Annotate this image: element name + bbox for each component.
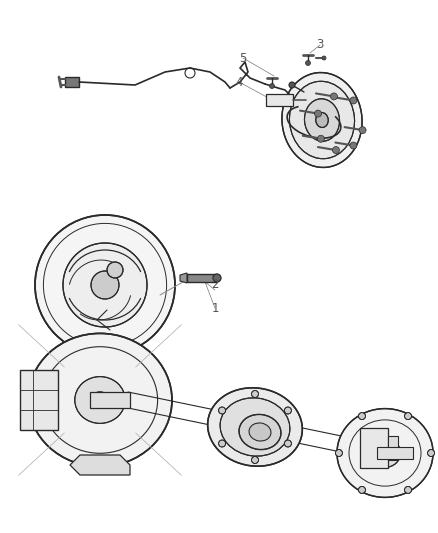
Circle shape xyxy=(251,391,258,398)
Circle shape xyxy=(284,440,291,447)
Text: 1: 1 xyxy=(211,302,219,314)
Circle shape xyxy=(330,93,337,100)
Circle shape xyxy=(314,110,321,117)
Polygon shape xyxy=(187,274,217,282)
Circle shape xyxy=(336,449,343,456)
Circle shape xyxy=(358,487,365,494)
Circle shape xyxy=(405,413,412,419)
Circle shape xyxy=(322,56,326,60)
Ellipse shape xyxy=(249,423,271,441)
Circle shape xyxy=(35,215,175,355)
Text: 3: 3 xyxy=(316,38,324,52)
Text: 2: 2 xyxy=(211,279,219,292)
Circle shape xyxy=(358,413,365,419)
Polygon shape xyxy=(388,436,398,460)
Ellipse shape xyxy=(208,388,302,466)
Polygon shape xyxy=(70,455,130,475)
Ellipse shape xyxy=(28,334,172,466)
Circle shape xyxy=(107,262,123,278)
Circle shape xyxy=(350,97,357,104)
Circle shape xyxy=(305,61,311,66)
Polygon shape xyxy=(266,94,293,106)
Ellipse shape xyxy=(337,409,433,497)
Circle shape xyxy=(269,84,275,88)
Polygon shape xyxy=(377,447,413,459)
Polygon shape xyxy=(180,273,187,283)
Ellipse shape xyxy=(369,439,401,467)
Circle shape xyxy=(63,243,147,327)
Polygon shape xyxy=(65,77,79,87)
Ellipse shape xyxy=(316,112,328,127)
Circle shape xyxy=(405,487,412,494)
Polygon shape xyxy=(90,392,130,408)
Circle shape xyxy=(427,449,434,456)
Circle shape xyxy=(289,82,295,88)
Circle shape xyxy=(91,271,119,299)
Ellipse shape xyxy=(220,398,290,456)
Circle shape xyxy=(359,127,366,134)
Ellipse shape xyxy=(91,392,109,408)
Circle shape xyxy=(332,147,339,154)
Ellipse shape xyxy=(239,415,281,449)
Circle shape xyxy=(350,142,357,149)
Circle shape xyxy=(251,456,258,464)
Ellipse shape xyxy=(304,99,339,141)
Circle shape xyxy=(318,135,325,142)
Text: 4: 4 xyxy=(235,76,243,88)
Circle shape xyxy=(213,274,221,282)
Ellipse shape xyxy=(282,72,362,167)
Ellipse shape xyxy=(75,377,125,423)
Circle shape xyxy=(219,407,226,414)
Polygon shape xyxy=(20,370,58,430)
Text: 5: 5 xyxy=(239,52,247,64)
Circle shape xyxy=(219,440,226,447)
Circle shape xyxy=(284,407,291,414)
Ellipse shape xyxy=(290,82,354,159)
Polygon shape xyxy=(360,428,388,468)
Ellipse shape xyxy=(380,448,390,458)
